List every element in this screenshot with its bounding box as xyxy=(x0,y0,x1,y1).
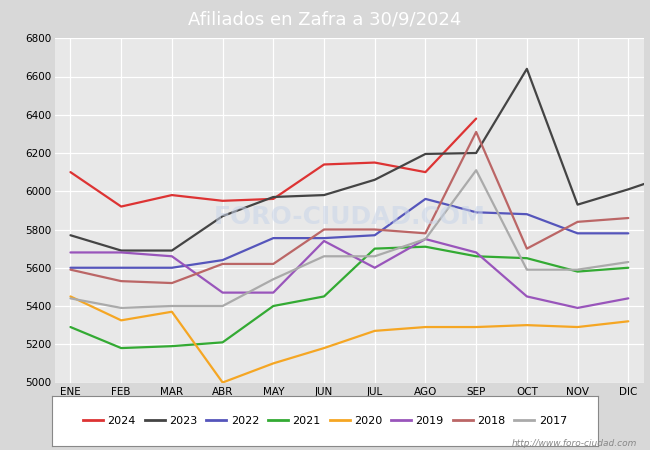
Text: FORO-CIUDAD.COM: FORO-CIUDAD.COM xyxy=(213,205,486,229)
Legend: 2024, 2023, 2022, 2021, 2020, 2019, 2018, 2017: 2024, 2023, 2022, 2021, 2020, 2019, 2018… xyxy=(79,411,571,430)
Text: Afiliados en Zafra a 30/9/2024: Afiliados en Zafra a 30/9/2024 xyxy=(188,10,462,28)
Text: http://www.foro-ciudad.com: http://www.foro-ciudad.com xyxy=(512,439,637,448)
